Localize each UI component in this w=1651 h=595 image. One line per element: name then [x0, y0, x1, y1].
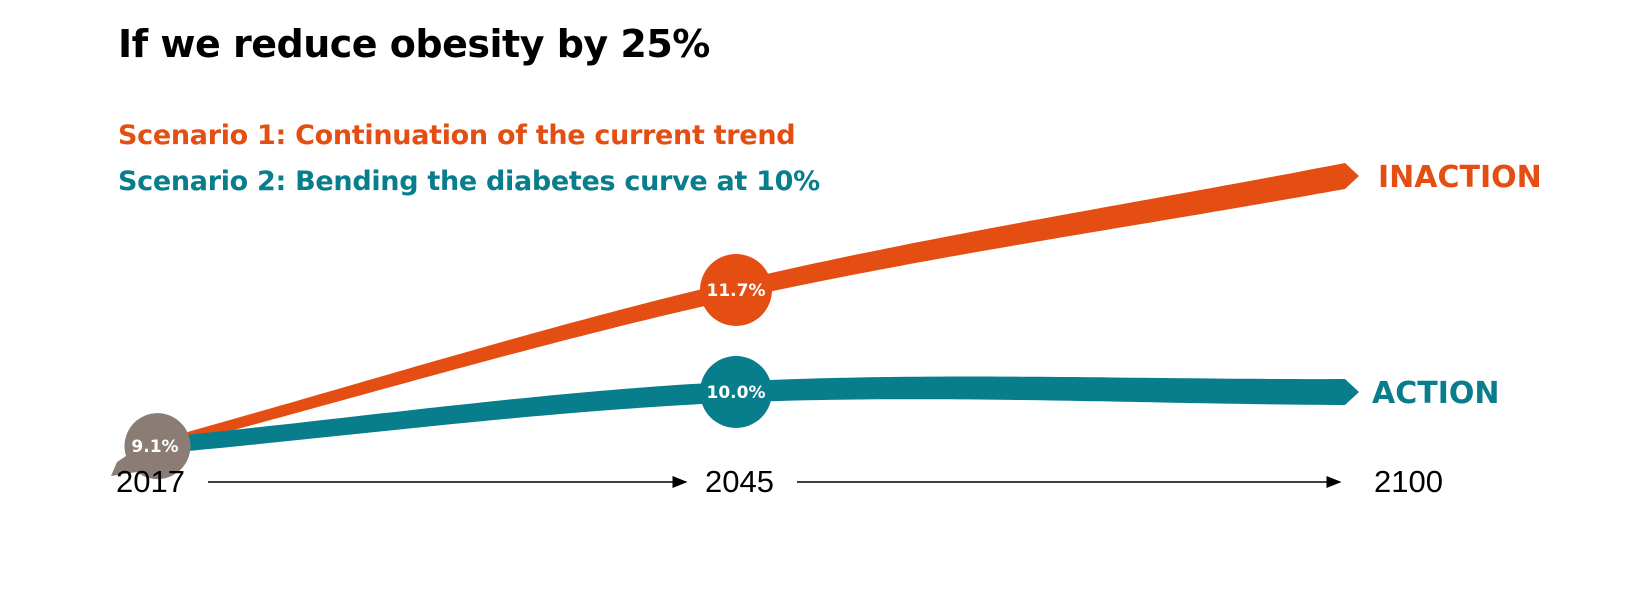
action-end-label: ACTION	[1372, 376, 1499, 411]
inaction-2045-label: 11.7%	[707, 281, 766, 301]
year-tick-2100: 2100	[1374, 464, 1443, 499]
legend-scenario-2: Scenario 2: Bending the diabetes curve a…	[118, 166, 820, 197]
inaction-end-label: INACTION	[1378, 160, 1542, 195]
inaction-2045-marker	[700, 254, 772, 326]
year-tick-2017: 2017	[116, 464, 185, 499]
action-2045-label: 10.0%	[707, 383, 766, 403]
start-value-marker	[111, 413, 191, 480]
series-action-band	[155, 376, 1359, 454]
action-2045-marker	[700, 356, 772, 428]
series-inaction-band	[155, 163, 1359, 451]
legend-scenario-1: Scenario 1: Continuation of the current …	[118, 120, 796, 151]
start-value-label: 9.1%	[131, 437, 178, 457]
year-tick-2045: 2045	[705, 464, 774, 499]
chart-title: If we reduce obesity by 25%	[118, 22, 710, 66]
